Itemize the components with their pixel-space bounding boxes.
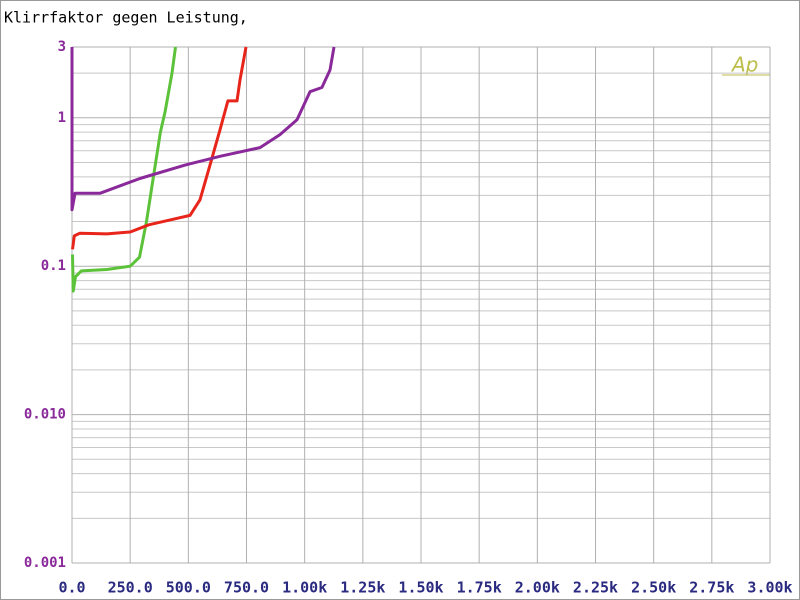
x-tick-label: 2.25k: [573, 579, 618, 597]
y-tick-label: 0.010: [24, 407, 66, 423]
x-tick-label: 2.00k: [515, 579, 560, 597]
x-tick-label: 0.0: [58, 579, 85, 597]
x-tick-label: 2.75k: [689, 579, 734, 597]
x-tick-label: 2.50k: [631, 579, 676, 597]
logo: Ap: [730, 53, 758, 77]
y-tick-label: 1: [58, 110, 66, 126]
series-line: [71, 46, 177, 293]
y-tick-label: 3: [58, 39, 66, 55]
y-tick-label: 0.1: [41, 258, 66, 274]
x-tick-label: 1.50k: [398, 579, 443, 597]
chart-title: Klirrfaktor gegen Leistung,: [4, 9, 248, 27]
x-tick-label: 3.00k: [747, 579, 792, 597]
x-tick-label: 250.0: [108, 579, 153, 597]
series-line: [71, 46, 248, 250]
x-tick-label: 1.25k: [340, 579, 385, 597]
x-tick-label: 1.00k: [282, 579, 327, 597]
y-tick-label: 0.001: [24, 555, 66, 571]
x-tick-label: 500.0: [166, 579, 211, 597]
x-tick-label: 750.0: [224, 579, 269, 597]
series-line: [70, 46, 336, 212]
x-tick-label: 1.75k: [457, 579, 502, 597]
